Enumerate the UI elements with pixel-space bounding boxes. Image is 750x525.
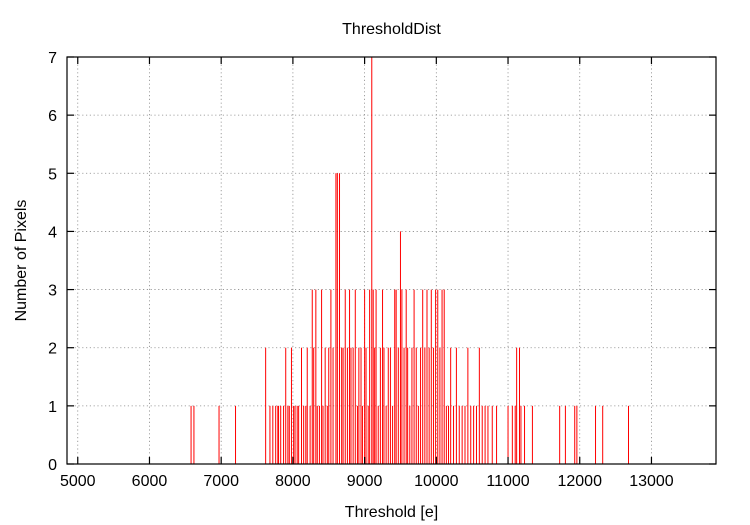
x-tick-label: 5000	[60, 473, 96, 490]
y-tick-label: 2	[48, 341, 57, 358]
x-tick-label: 12000	[557, 473, 602, 490]
chart-title: ThresholdDist	[342, 21, 441, 38]
axis-ticks	[67, 56, 716, 465]
y-tick-label: 4	[48, 224, 57, 241]
x-tick-label: 10000	[414, 473, 459, 490]
histogram-bars	[190, 57, 630, 464]
x-tick-label: 8000	[275, 473, 311, 490]
x-tick-label: 7000	[203, 473, 239, 490]
x-tick-label: 13000	[629, 473, 674, 490]
x-tick-label: 11000	[486, 473, 529, 490]
y-tick-label: 5	[48, 166, 57, 183]
y-tick-label: 3	[48, 283, 57, 300]
y-tick-label: 6	[48, 108, 57, 125]
y-axis-title: Number of Pixels	[13, 200, 30, 322]
y-tick-label: 0	[48, 457, 57, 474]
x-axis-title: Threshold [e]	[345, 504, 438, 521]
x-tick-label: 6000	[132, 473, 168, 490]
x-tick-label: 9000	[347, 473, 383, 490]
y-tick-label: 7	[48, 50, 57, 67]
grid-lines	[67, 56, 716, 465]
plot-frame	[66, 56, 717, 465]
y-tick-label: 1	[48, 399, 57, 416]
tick-labels: 5000 6000 7000 8000 9000 10000 11000 12000 13000…	[48, 50, 674, 490]
